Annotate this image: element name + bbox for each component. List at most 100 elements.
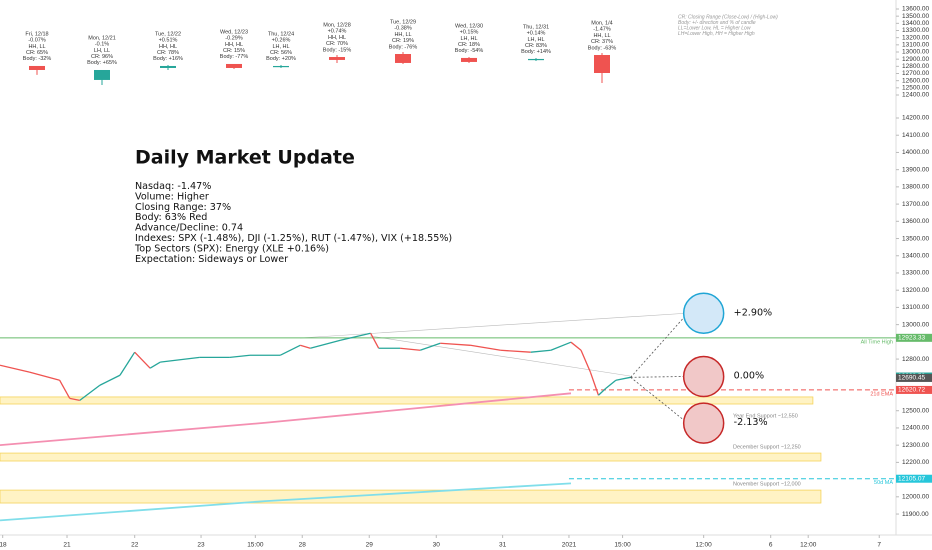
card-text: CR: 15% bbox=[223, 48, 245, 54]
x-tick-label: 30 bbox=[433, 542, 441, 549]
level-name: 21d EMA bbox=[870, 391, 893, 397]
candle-body bbox=[329, 57, 345, 60]
ema-line bbox=[0, 392, 572, 447]
y-tick-label: 13200.00 bbox=[902, 287, 929, 294]
x-tick-label: 15:00 bbox=[247, 542, 264, 549]
card-text: Body: +14% bbox=[521, 49, 551, 55]
card-text: +0.51% bbox=[159, 38, 178, 44]
price-segment bbox=[29, 371, 60, 381]
level-name: 50d MA bbox=[874, 480, 893, 486]
trend-line bbox=[369, 335, 631, 377]
price-segment bbox=[59, 379, 71, 399]
price-tag-label: 12620.72 bbox=[898, 387, 925, 394]
y-tick-label: 13500.00 bbox=[902, 13, 929, 20]
card-text: Wed, 12/30 bbox=[455, 23, 483, 29]
card-text: Thu, 12/31 bbox=[523, 24, 549, 30]
candle-body bbox=[226, 63, 242, 68]
y-tick-label: 13400.00 bbox=[902, 20, 929, 27]
card-text: HH, LL bbox=[28, 44, 45, 50]
card-text: CR: 70% bbox=[326, 41, 348, 47]
note-line: Closing Range: 37% bbox=[135, 202, 231, 213]
legend-note: CR: Closing Range (Close-Low) / (High-Lo… bbox=[678, 14, 778, 20]
price-segment bbox=[605, 379, 617, 389]
y-tick-label: 13600.00 bbox=[902, 218, 929, 225]
card-text: Thu, 12/24 bbox=[268, 31, 294, 37]
x-tick-label: 21 bbox=[63, 542, 71, 549]
price-segment bbox=[300, 344, 311, 349]
note-line: Advance/Decline: 0.74 bbox=[135, 223, 243, 234]
y-tick-label: 12400.00 bbox=[902, 92, 929, 99]
card-text: Mon, 1/4 bbox=[591, 20, 612, 26]
card-text: CR: 56% bbox=[270, 50, 292, 56]
y-tick-label: 13200.00 bbox=[902, 34, 929, 41]
candle-body bbox=[160, 65, 176, 68]
note-line: Volume: Higher bbox=[135, 191, 209, 202]
legend-note: LH=Lower High, HH = Higher High bbox=[678, 31, 755, 37]
y-tick-label: 13000.00 bbox=[902, 49, 929, 56]
price-segment bbox=[580, 350, 592, 373]
card-text: Body: +16% bbox=[153, 56, 183, 62]
card-text: -0.38% bbox=[394, 26, 412, 32]
price-segment bbox=[99, 374, 121, 386]
card-text: HH, HL bbox=[328, 35, 346, 41]
y-tick-label: 13500.00 bbox=[902, 235, 929, 242]
price-segment bbox=[160, 356, 200, 363]
price-segment bbox=[530, 349, 551, 353]
note-line: Indexes: SPX (-1.48%), DJI (-1.25%), RUT… bbox=[135, 233, 452, 244]
projection-target bbox=[682, 292, 725, 335]
price-segment bbox=[550, 341, 572, 351]
card-text: Body: -15% bbox=[323, 47, 352, 53]
card-text: HH, LL bbox=[593, 33, 610, 39]
y-tick-label: 13300.00 bbox=[902, 270, 929, 277]
y-tick-label: 14100.00 bbox=[902, 132, 929, 139]
price-tag-label: 12105.07 bbox=[898, 475, 925, 482]
card-text: -0.07% bbox=[28, 38, 46, 44]
y-tick-label: 12800.00 bbox=[902, 63, 929, 70]
card-text: Mon, 12/21 bbox=[88, 35, 116, 41]
card-text: Body: -63% bbox=[588, 45, 617, 51]
x-tick-label: 6 bbox=[769, 542, 773, 549]
y-tick-label: 13400.00 bbox=[902, 252, 929, 259]
support-zone bbox=[0, 489, 822, 504]
zone-label: December Support ~12,250 bbox=[733, 445, 801, 451]
x-tick-label: 18 bbox=[0, 542, 7, 549]
price-segment bbox=[589, 371, 600, 396]
card-text: +0.26% bbox=[272, 38, 291, 44]
card-text: -1.47% bbox=[593, 27, 611, 33]
price-tag bbox=[896, 385, 932, 394]
card-text: HH, HL bbox=[225, 42, 243, 48]
y-tick-label: 12300.00 bbox=[902, 442, 929, 449]
y-tick-label: 12000.00 bbox=[902, 494, 929, 501]
price-segment bbox=[69, 397, 80, 402]
zone-label: November Support ~12,000 bbox=[733, 482, 801, 488]
card-text: Body: -32% bbox=[23, 56, 52, 62]
x-tick-label: 23 bbox=[197, 542, 205, 549]
y-tick-label: 13600.00 bbox=[902, 6, 929, 13]
y-tick-label: 12500.00 bbox=[902, 407, 929, 414]
price-tag bbox=[896, 474, 932, 483]
note-line: Body: 63% Red bbox=[135, 212, 207, 223]
card-text: Body: +65% bbox=[87, 60, 117, 66]
y-tick-label: 13700.00 bbox=[902, 201, 929, 208]
y-tick-label: 13100.00 bbox=[902, 42, 929, 49]
price-segment bbox=[470, 344, 501, 351]
price-tag-label: 12923.33 bbox=[898, 335, 925, 342]
candle-body bbox=[528, 58, 544, 61]
y-tick-label: 12800.00 bbox=[902, 356, 929, 363]
price-tag-label: 12690.45 bbox=[898, 375, 925, 382]
projection-arrow bbox=[630, 377, 688, 424]
x-tick-label: 2021 bbox=[562, 542, 577, 549]
trend-line bbox=[299, 312, 691, 339]
card-text: Mon, 12/28 bbox=[323, 22, 351, 28]
y-tick-label: 12900.00 bbox=[902, 56, 929, 63]
card-text: Fri, 12/18 bbox=[25, 31, 48, 37]
price-segment bbox=[0, 364, 30, 373]
card-text: -0.1% bbox=[95, 42, 109, 48]
y-tick-label: 13900.00 bbox=[902, 166, 929, 173]
card-text: +0.74% bbox=[328, 29, 347, 35]
price-segment bbox=[440, 342, 471, 346]
price-segment bbox=[229, 354, 251, 358]
x-tick-label: 28 bbox=[299, 542, 307, 549]
